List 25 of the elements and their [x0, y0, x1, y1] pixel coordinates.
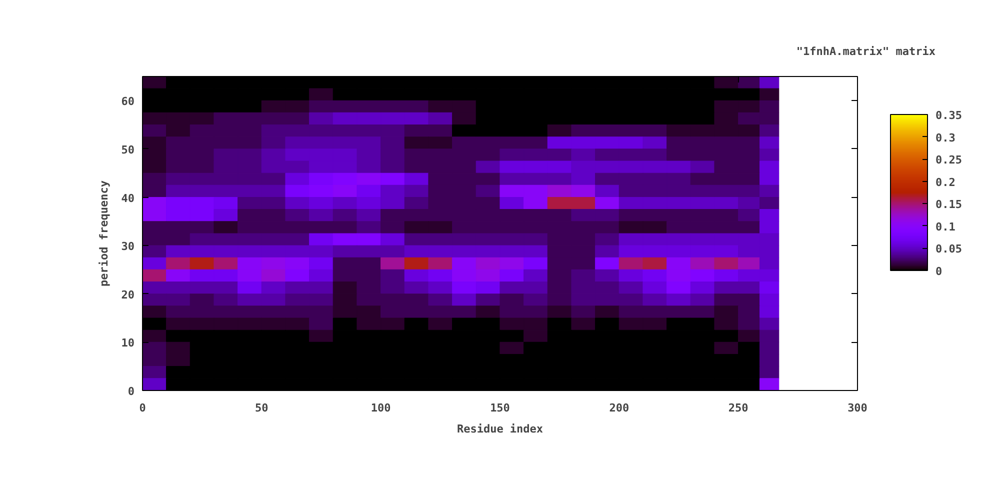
- color-bar-label: 0.3: [936, 131, 956, 144]
- color-bar-label: 0: [936, 265, 942, 278]
- x-tick-label: 100: [370, 402, 391, 414]
- y-tick-label: 60: [121, 95, 135, 108]
- x-tick-label: 150: [490, 402, 510, 414]
- x-tick-label: 0: [139, 402, 146, 414]
- x-tick-label: 50: [255, 402, 268, 414]
- x-axis-title: Residue index: [456, 422, 544, 436]
- y-tick-label: 50: [121, 143, 135, 156]
- y-tick-label: 30: [121, 240, 135, 254]
- y-tick-label: 20: [121, 288, 135, 302]
- color-bar-label: 0.1: [936, 220, 956, 234]
- color-bar-label: 0.05: [936, 242, 962, 256]
- y-axis-title: period frequency: [97, 180, 110, 286]
- x-tick-label: 200: [609, 402, 630, 414]
- y-tick-label: 40: [121, 192, 135, 205]
- color-bar-label: 0.2: [936, 176, 956, 189]
- color-bar-label: 0.25: [936, 154, 962, 167]
- color-bar-label: 0.35: [936, 109, 962, 122]
- x-tick-label: 250: [728, 402, 748, 414]
- y-tick-label: 0: [128, 385, 134, 398]
- y-tick-label: 10: [121, 336, 135, 350]
- chart-title: "1fnhA.matrix" matrix: [796, 45, 936, 58]
- x-tick-label: 300: [848, 402, 868, 414]
- color-bar-label: 0.15: [936, 198, 962, 212]
